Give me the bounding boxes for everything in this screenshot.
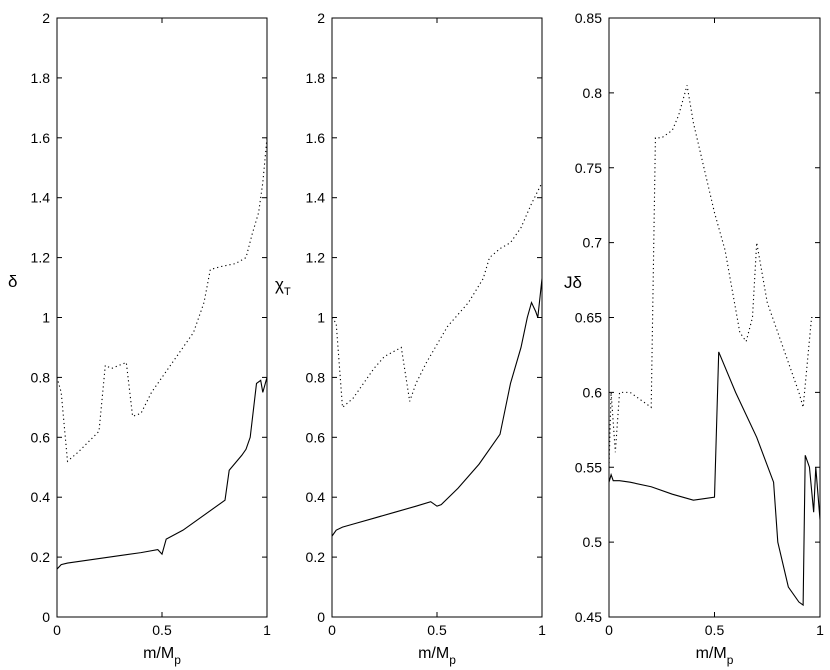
x-tick-label: 1 — [816, 622, 824, 638]
y-tick-label: 1.4 — [31, 190, 51, 206]
y-tick-label: 0.2 — [306, 549, 326, 565]
y-tick-label: 1.8 — [31, 70, 51, 86]
x-tick-label: 0.5 — [705, 622, 725, 638]
y-tick-label: 0.4 — [31, 489, 51, 505]
y-axis-label: δ — [8, 272, 17, 291]
y-tick-label: 1.2 — [306, 250, 326, 266]
y-tick-label: 0 — [42, 609, 50, 625]
panel-2: 0 0.2 0.4 0.6 0.8 1 1.2 1.4 1.6 1.8 2 0 0.5 1 m/Mp χT — [275, 10, 546, 667]
series-dotted-line — [332, 182, 542, 409]
y-tick-label: 0.8 — [583, 85, 603, 101]
y-tick-label: 0.55 — [575, 459, 602, 475]
series-solid-line — [57, 377, 267, 570]
y-tick-label: 0.6 — [583, 384, 603, 400]
y-tick-label: 0.6 — [31, 429, 51, 445]
y-tick-label: 0.75 — [575, 160, 602, 176]
x-axis-label: m/Mp — [696, 645, 734, 667]
y-tick-label: 2 — [42, 10, 50, 26]
y-tick-label: 1.6 — [31, 130, 51, 146]
y-tick-label: 2 — [317, 10, 325, 26]
panel-3: 0.45 0.5 0.55 0.6 0.65 0.7 0.75 0.8 0.85 0 0.5 1 m/M… — [564, 10, 824, 667]
y-tick-label: 1.2 — [31, 250, 51, 266]
y-tick-label: 1.6 — [306, 130, 326, 146]
y-tick-label: 1.8 — [306, 70, 326, 86]
y-tick-label: 0.85 — [575, 10, 602, 26]
plot-frame — [608, 17, 821, 618]
y-tick-label: 0.7 — [583, 235, 603, 251]
y-tick-label: 1.4 — [306, 190, 326, 206]
x-tick-label: 0 — [605, 622, 613, 638]
y-tick-label: 0.45 — [575, 609, 602, 625]
x-tick-label: 0 — [53, 622, 61, 638]
series-dotted-line — [609, 85, 820, 468]
y-tick-label: 0.6 — [306, 429, 326, 445]
series-solid-line — [332, 278, 542, 537]
series-solid-line — [609, 351, 820, 607]
x-tick-label: 1 — [538, 622, 546, 638]
x-tick-label: 0 — [328, 622, 336, 638]
x-tick-label: 0.5 — [427, 622, 447, 638]
x-tick-label: 1 — [263, 622, 271, 638]
x-axis-label: m/Mp — [418, 645, 456, 667]
y-tick-label: 0.65 — [575, 310, 602, 326]
y-tick-label: 0 — [317, 609, 325, 625]
y-tick-label: 0.4 — [306, 489, 326, 505]
y-tick-label: 0.5 — [583, 534, 603, 550]
y-tick-label: 0.8 — [306, 369, 326, 385]
y-axis-label: Jδ — [564, 273, 582, 292]
y-tick-label: 0.2 — [31, 549, 51, 565]
series-dotted-line — [57, 137, 267, 463]
panel-1: 0 0.2 0.4 0.6 0.8 1 1.2 1.4 1.6 1.8 2 0 0.5 1 m/Mp δ — [8, 10, 271, 667]
y-tick-label: 0.8 — [31, 369, 51, 385]
y-axis-label: χT — [275, 275, 291, 298]
y-tick-label: 1 — [42, 310, 50, 326]
plot-frame — [331, 17, 543, 618]
y-tick-label: 1 — [317, 310, 325, 326]
x-tick-label: 0.5 — [152, 622, 172, 638]
plot-frame — [56, 17, 268, 618]
x-axis-label: m/Mp — [143, 645, 181, 667]
